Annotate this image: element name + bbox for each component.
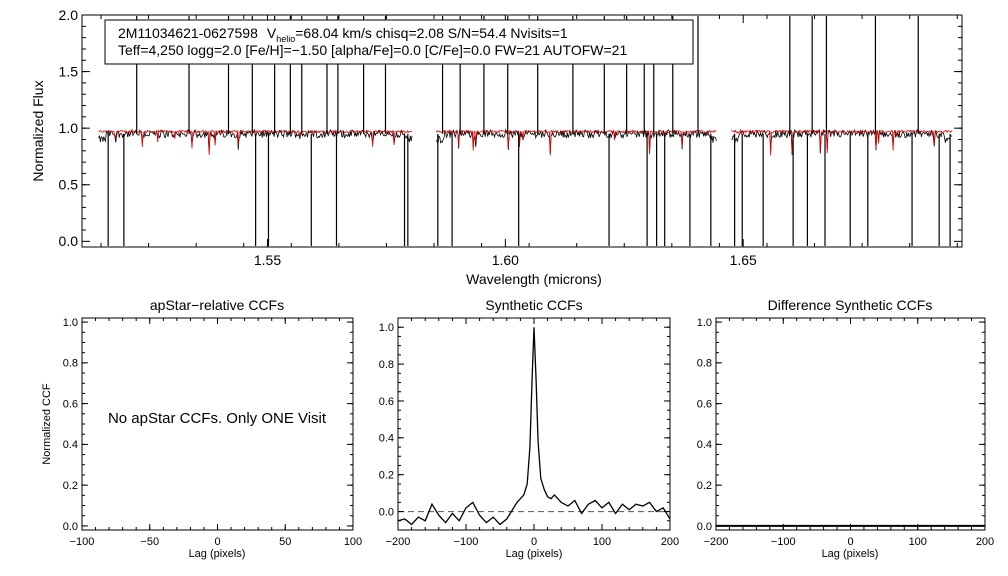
apstar-ytick-label: 0.2 — [63, 480, 78, 492]
vhelio-subscript: helio — [276, 34, 295, 44]
synthetic-ticks: −200 −100 0 100 200 0.0 0.2 0.4 0.6 0.8 1.0 — [379, 317, 679, 548]
difference-ytick-label: 0.8 — [697, 358, 712, 370]
synthetic-axes-frame — [397, 317, 671, 531]
synthetic-ytick-label: 0.0 — [379, 506, 394, 518]
spectrum-model-chip-2 — [436, 129, 717, 156]
difference-xlabel: Lag (pixels) — [822, 548, 879, 560]
apstar-xtick-label: −50 — [140, 536, 159, 548]
apstar-ytick-label: 0.6 — [63, 398, 78, 410]
synthetic-xtick-label: 200 — [661, 536, 679, 548]
spectrum-model-chip-1 — [98, 129, 413, 155]
synthetic-ytick-label: 0.6 — [379, 396, 394, 408]
spectrum-observed-chip-3 — [731, 128, 953, 155]
apstar-ticks: −100 −50 0 50 100 0.0 0.2 0.4 0.6 0.8 1.0 — [63, 317, 362, 548]
difference-xtick-label: −100 — [771, 536, 796, 548]
spectrum-ytick-label: 1.0 — [59, 120, 79, 136]
apstar-ytick-label: 1.0 — [63, 317, 78, 329]
synthetic-ytick-label: 1.0 — [379, 322, 394, 334]
difference-xtick-label: 100 — [909, 536, 927, 548]
apstar-message: No apStar CCFs. Only ONE Visit — [108, 410, 327, 427]
info-line-1-rest: =68.04 km/s chisq=2.08 S/N=54.4 Nvisits=… — [295, 25, 568, 41]
apstar-xtick-label: 0 — [214, 536, 220, 548]
difference-xtick-label: −200 — [704, 536, 729, 548]
info-line-2: Teff=4,250 logg=2.0 [Fe/H]=−1.50 [alpha/… — [118, 42, 627, 58]
info-line-1: 2M11034621-0627598 Vhelio=68.04 km/s chis… — [118, 25, 568, 44]
apstar-xtick-label: 50 — [279, 536, 291, 548]
spectrum-xtick-label: 1.65 — [730, 252, 757, 268]
synthetic-ytick-label: 0.4 — [379, 433, 394, 445]
difference-ytick-label: 0.2 — [697, 480, 712, 492]
info-box — [104, 19, 694, 65]
spectrum-ticks: 1.55 1.60 1.65 0.0 0.5 1.0 1.5 2.0 — [59, 7, 962, 268]
spectrum-xtick-label: 1.60 — [492, 252, 519, 268]
spectrum-ytick-label: 0.5 — [59, 177, 79, 193]
synthetic-xtick-label: 100 — [593, 536, 611, 548]
apstar-ccf-panel: −100 −50 0 50 100 0.0 0.2 0.4 0.6 0.8 1.0 apStar−r… — [41, 297, 362, 560]
synthetic-ccf-line — [397, 327, 671, 526]
apstar-ylabel: Normalized CCF — [41, 383, 53, 465]
synthetic-xtick-label: −200 — [386, 536, 411, 548]
synthetic-ytick-label: 0.8 — [379, 359, 394, 371]
synthetic-xlabel: Lag (pixels) — [506, 548, 563, 560]
spectrum-xlabel: Wavelength (microns) — [466, 271, 602, 287]
synthetic-ccf-panel: −200 −100 0 100 200 0.0 0.2 0.4 0.6 0.8 1.0 Synthe… — [379, 297, 679, 560]
difference-ccf-panel: −200 −100 0 100 200 0.0 0.2 0.4 0.6 0.8 1.0 Differ… — [697, 297, 994, 560]
spectrum-ytick-label: 0.0 — [59, 233, 79, 249]
spectrum-ytick-label: 2.0 — [59, 7, 79, 23]
difference-ytick-label: 0.0 — [697, 521, 712, 533]
synthetic-ccf-lines — [397, 327, 671, 526]
apstar-xtick-label: 100 — [344, 536, 362, 548]
synthetic-xtick-label: −100 — [454, 536, 479, 548]
spectrum-panel: 1.55 1.60 1.65 0.0 0.5 1.0 1.5 2.0 2M11034621-0… — [30, 7, 963, 287]
spectrum-model-chip-3 — [731, 129, 953, 156]
apstar-ytick-label: 0.4 — [63, 439, 78, 451]
difference-axes-frame — [715, 317, 986, 531]
synthetic-title: Synthetic CCFs — [485, 297, 582, 313]
apstar-xtick-label: −100 — [70, 536, 95, 548]
difference-xtick-label: 0 — [847, 536, 853, 548]
difference-ytick-label: 0.6 — [697, 398, 712, 410]
difference-ytick-label: 1.0 — [697, 317, 712, 329]
synthetic-xtick-label: 0 — [531, 536, 537, 548]
difference-title: Difference Synthetic CCFs — [768, 297, 933, 313]
vhelio-label: V — [267, 25, 277, 41]
synthetic-ytick-label: 0.2 — [379, 470, 394, 482]
star-id: 2M11034621-0627598 — [118, 25, 258, 41]
apstar-xlabel: Lag (pixels) — [189, 548, 246, 560]
spectrum-ytick-label: 1.5 — [59, 63, 79, 79]
spectrum-axes-frame — [81, 14, 963, 248]
difference-xtick-label: 200 — [976, 536, 994, 548]
apstar-ytick-label: 0.8 — [63, 358, 78, 370]
apstar-ytick-label: 0.0 — [63, 521, 78, 533]
difference-ticks: −200 −100 0 100 200 0.0 0.2 0.4 0.6 0.8 1.0 — [697, 317, 994, 548]
spectrum-xtick-label: 1.55 — [254, 252, 281, 268]
difference-ytick-label: 0.4 — [697, 439, 712, 451]
apstar-title: apStar−relative CCFs — [150, 297, 284, 313]
spectrum-ylabel: Normalized Flux — [30, 80, 46, 181]
